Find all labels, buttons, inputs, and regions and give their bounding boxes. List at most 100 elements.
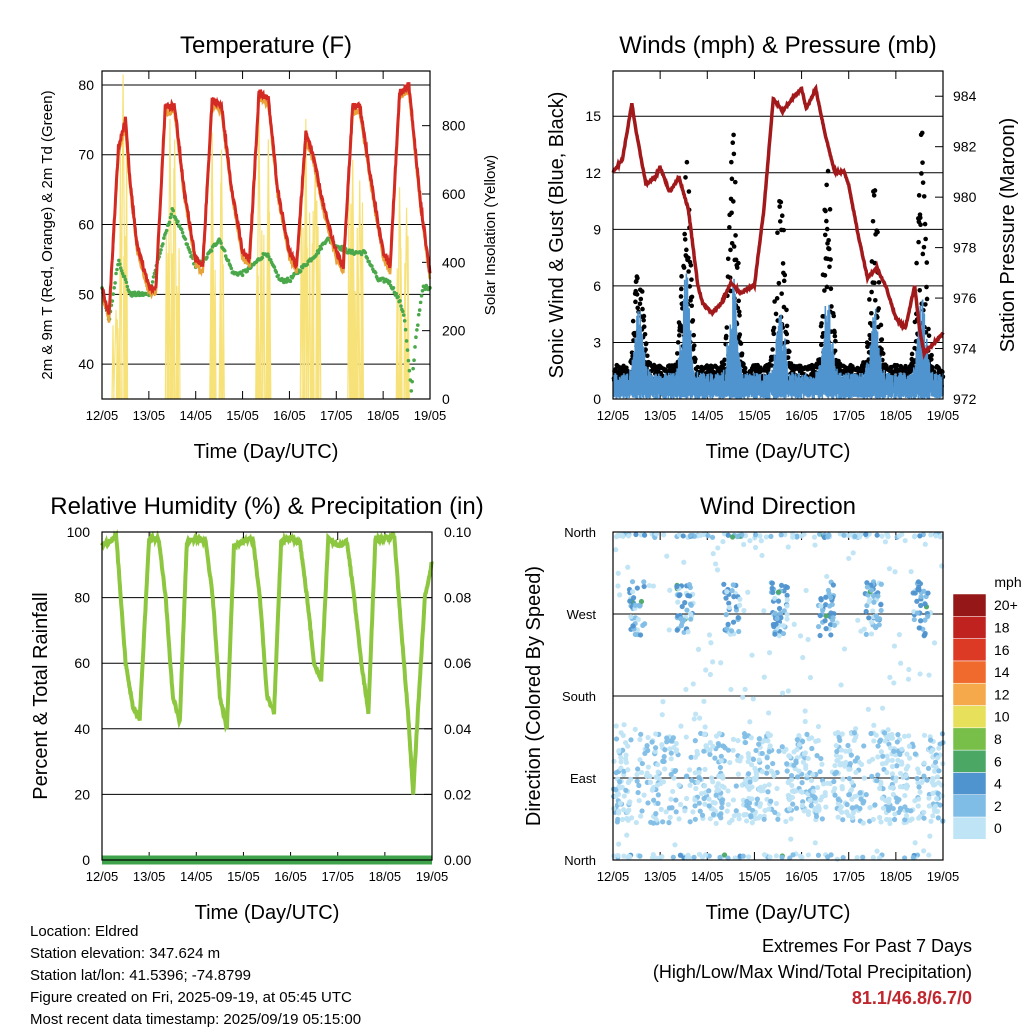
direction-point [926,852,932,858]
direction-point [832,762,838,769]
direction-point [874,848,880,854]
direction-point [899,761,905,767]
direction-point [615,583,621,589]
direction-point [882,539,889,545]
direction-point [683,734,689,740]
direction-point [708,640,714,646]
direction-point [911,616,917,623]
direction-point [640,622,646,628]
direction-point [685,629,691,635]
x-tick-label: 18/05 [880,408,913,423]
direction-point [772,610,778,616]
direction-point [644,770,650,776]
direction-point [740,694,746,700]
direction-point [703,667,709,673]
direction-point [690,809,696,815]
direction-point [626,533,632,539]
direction-point [793,805,800,811]
gust-point [785,355,791,360]
direction-point [738,754,744,760]
direction-point [645,764,652,770]
legend-label: 0 [994,820,1002,836]
dewpoint-point [416,312,421,317]
dewpoint-point [272,265,277,269]
gust-point [785,339,790,345]
direction-point [618,759,624,765]
y2-tick-label: 0.08 [444,590,471,606]
direction-point [625,767,631,773]
x-tick-label: 12/05 [86,408,119,423]
direction-point [759,769,765,775]
x-tick-label: 19/05 [416,869,449,884]
gust-point [635,275,640,281]
direction-point [927,833,933,839]
y-tick-label: 20 [74,786,90,802]
gust-point [921,194,927,199]
direction-point [638,813,644,819]
gust-point [775,230,780,236]
direction-point [861,743,867,749]
y-axis-label: 2m & 9m T (Red, Orange) & 2m Td (Green) [39,90,56,379]
direction-point [774,615,780,622]
dewpoint-point [119,268,124,273]
gust-point [924,284,929,290]
direction-point [797,633,804,639]
direction-point [815,623,822,630]
gust-point [923,302,928,307]
direction-point [925,613,931,620]
direction-point [932,759,939,765]
direction-point [668,750,674,756]
dewpoint-point [424,283,429,288]
direction-point [846,555,852,562]
dewpoint-point [401,309,405,314]
gust-point [689,294,695,300]
direction-point [787,855,793,861]
direction-point [847,760,853,767]
dewpoint-point [179,227,184,232]
direction-point [763,534,769,540]
direction-point [745,771,752,777]
dewpoint-point [151,275,156,279]
dewpoint-point [169,212,174,217]
chart-title: Temperature (F) [180,32,352,59]
direction-point [732,855,738,861]
direction-point [730,619,737,625]
direction-point [726,820,733,826]
direction-point [653,745,659,751]
direction-point [741,541,747,548]
direction-point [678,723,684,729]
direction-point [718,660,724,666]
direction-point [794,533,800,539]
direction-point [895,732,901,738]
direction-point [811,794,818,800]
gust-point [632,333,638,338]
extremes-box: Extremes For Past 7 Days (High/Low/Max W… [653,933,972,1011]
dewpoint-point [167,220,172,225]
extremes-values: 81.1/46.8/6.7/0 [851,988,972,1008]
gust-point [879,337,885,342]
direction-point [748,762,755,768]
direction-point [857,790,863,796]
gust-point [638,296,644,302]
direction-point [672,767,679,774]
direction-point [625,855,631,861]
x-tick-label: 17/05 [832,869,865,884]
direction-point [772,809,778,816]
y-tick-label: 0 [82,852,90,868]
direction-point [749,820,755,826]
x-tick-label: 15/05 [738,408,771,423]
rh-series [100,529,434,795]
direction-point [624,809,631,815]
direction-point [653,531,660,537]
dewpoint-point [387,279,392,284]
direction-point [617,779,623,785]
direction-point [687,532,694,539]
direction-point [766,710,772,716]
legend-swatch [952,638,987,662]
gust-point [769,363,774,368]
direction-point [744,802,750,808]
gust-point [828,286,834,292]
direction-point [718,753,724,759]
gust-point [824,284,830,290]
